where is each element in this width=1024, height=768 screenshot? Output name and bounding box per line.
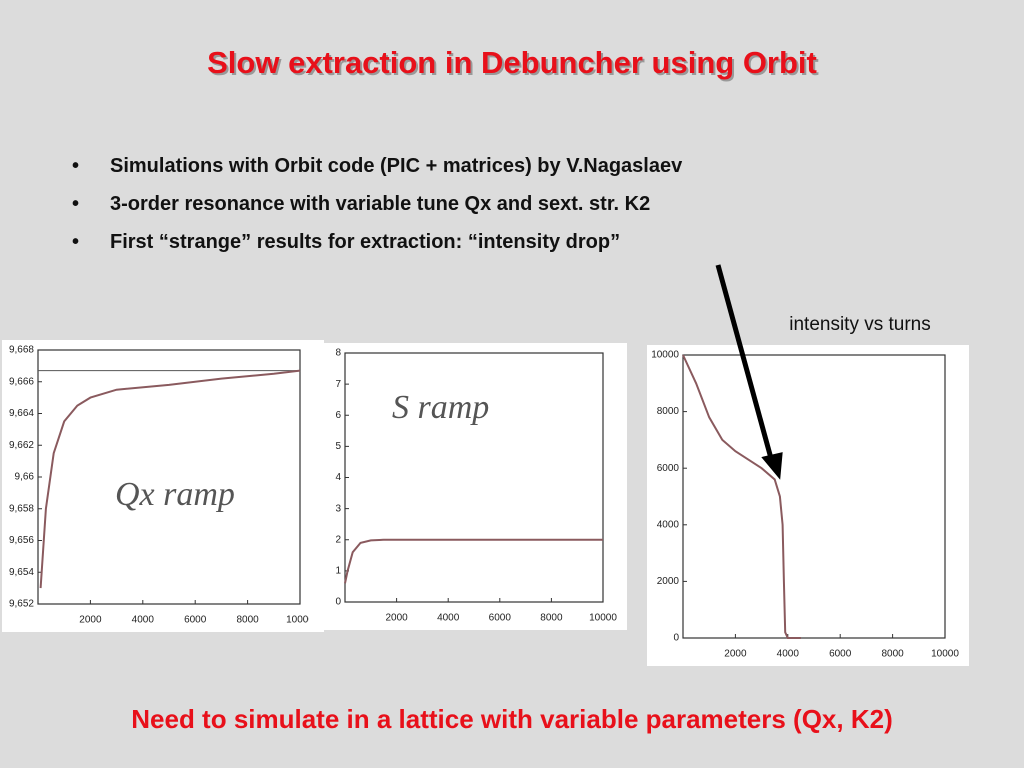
plot-frame [682, 354, 946, 639]
x-tick-label: 6000 [184, 615, 207, 626]
y-tick-label: 6 [335, 410, 341, 421]
x-tick-label: 8000 [881, 649, 904, 660]
y-tick-label: 1 [335, 566, 341, 577]
x-tick-label: 4000 [777, 649, 800, 660]
y-tick-label: 6000 [657, 463, 680, 474]
y-tick-label: 2000 [657, 576, 680, 587]
x-tick-label: 10000 [589, 613, 617, 624]
x-tick-label: 8000 [540, 613, 563, 624]
y-tick-label: 4000 [657, 519, 680, 530]
annotation: intensity vs turns [789, 314, 931, 335]
x-tick-label: 4000 [132, 615, 155, 626]
curve [39, 369, 301, 589]
plot-background [647, 345, 969, 666]
arrow-head [761, 452, 783, 480]
bullet: Simulations with Orbit code (PIC + matri… [110, 155, 683, 177]
plots: 9,652 9,654 9,656 9,658 9,66 9,662 9,664 9,666 9… [2, 340, 969, 666]
footer: Need to simulate in a lattice with varia… [131, 704, 892, 734]
title-shadow: Slow extraction in Debuncher using Orbit [209, 47, 819, 82]
y-tick-label: 5 [335, 441, 341, 452]
y-tick-label: 8000 [657, 406, 680, 417]
arrow-shaft [715, 264, 775, 463]
x-tick-label: 8000 [236, 615, 259, 626]
bullet-dot: • [72, 193, 79, 215]
y-tick-label: 9,668 [9, 345, 34, 356]
x-tick-label: 10000 [931, 649, 959, 660]
plot-background [309, 343, 627, 630]
plot-background [2, 340, 324, 632]
bullets: • Simulations with Orbit code (PIC + mat… [72, 155, 683, 253]
handwritten-label: S ramp [392, 389, 489, 426]
y-tick-label: 9,654 [9, 567, 34, 578]
y-tick-label: 3 [335, 503, 341, 514]
bullet-dot: • [72, 155, 79, 177]
x-tick-label: 4000 [437, 613, 460, 624]
bullet: 3-order resonance with variable tune Qx … [110, 193, 650, 215]
y-tick-label: 0 [673, 633, 679, 644]
y-tick-label: 2 [335, 534, 341, 545]
y-tick-label: 10000 [651, 350, 679, 361]
x-tick-label: 2000 [79, 615, 102, 626]
x-tick-label: 10000 [286, 615, 314, 626]
x-tick-label: 2000 [724, 649, 747, 660]
handwritten-label: Qx ramp [115, 476, 235, 513]
x-tick-label: 2000 [385, 613, 408, 624]
y-tick-label: 9,652 [9, 599, 34, 610]
y-tick-label: 9,662 [9, 440, 34, 451]
y-tick-label: 4 [335, 472, 341, 483]
y-tick-label: 8 [335, 348, 341, 359]
y-tick-label: 9,666 [9, 376, 34, 387]
y-tick-label: 9,656 [9, 535, 34, 546]
y-tick-label: 9,664 [9, 408, 34, 419]
curve [344, 538, 603, 584]
bullet-dot: • [72, 231, 79, 253]
y-tick-label: 0 [335, 597, 341, 608]
y-tick-label: 9,66 [15, 472, 35, 483]
curve [682, 354, 801, 639]
y-tick-label: 7 [335, 379, 341, 390]
x-tick-label: 6000 [489, 613, 512, 624]
y-tick-label: 9,658 [9, 503, 34, 514]
bullet: First “strange” results for extraction: … [110, 231, 620, 253]
x-tick-label: 6000 [829, 649, 852, 660]
title: Slow extraction in Debuncher using Orbit [207, 45, 817, 80]
